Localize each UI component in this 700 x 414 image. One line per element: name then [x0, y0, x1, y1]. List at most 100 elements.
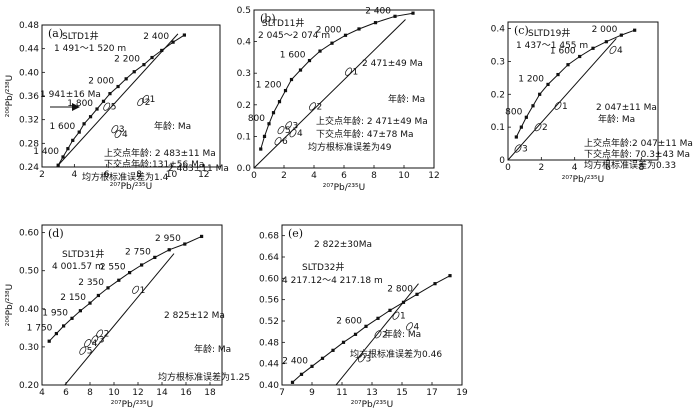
concordia-age-label: 2 400	[143, 32, 169, 42]
x-tick-label: 12	[198, 170, 209, 180]
y-axis-label: ²⁰⁶Pb/²³⁸U	[5, 284, 15, 326]
panel-tag: (e)	[288, 227, 303, 240]
concordia-age-label: 1 800	[67, 99, 93, 109]
x-tick-label: 2	[281, 171, 287, 181]
concordia-age-label: 2 750	[125, 247, 151, 257]
chart-panel-2: 0 2 4 6 8 10 120.00.10.20.30.40.5²⁰⁷Pb/²³⁵U(b)…	[237, 6, 440, 193]
panel-tag: (c)	[514, 24, 529, 37]
concordia-marker	[538, 92, 542, 96]
sample-label: 4	[414, 322, 420, 332]
x-tick-label: 15	[396, 388, 407, 398]
y-tick-label: 0.40	[19, 68, 39, 78]
concordia-marker	[267, 122, 271, 126]
sample-ellipse	[345, 67, 352, 76]
x-tick-label: 6	[63, 388, 69, 398]
concordia-marker	[307, 58, 312, 63]
concordia-marker	[259, 147, 263, 151]
concordia-age-label: 1 200	[518, 74, 544, 84]
concordia-marker	[77, 130, 81, 134]
chart-panel-1: 2 4 6 8 10 120.240.280.320.360.400.440.48²⁰⁷P…	[5, 21, 229, 192]
x-axis-label: ²⁰⁷Pb/²³⁵U	[351, 400, 393, 410]
y-tick-label: 0.32	[19, 116, 39, 126]
x-tick-label: 6	[605, 163, 611, 173]
concordia-marker	[448, 274, 452, 278]
concordia-marker	[47, 339, 51, 343]
upper-intercept-text: 上交点年龄: 2 483±11 Ma	[104, 147, 216, 159]
concordia-marker	[82, 122, 86, 126]
y-tick-label: 0.3	[491, 57, 505, 67]
concordia-marker	[108, 92, 112, 96]
sample-label: 2	[104, 330, 110, 340]
y-tick-label: 0.44	[259, 360, 279, 370]
mswd-text: 均方根标准误差为1.25	[158, 371, 250, 383]
y-axis-label: ²⁰⁶Pb/²³⁸U	[5, 75, 15, 117]
concordia-marker	[153, 255, 157, 259]
concordia-marker	[364, 324, 368, 328]
discordia-line	[335, 283, 419, 386]
sample-label: 2	[145, 98, 151, 108]
x-tick-label: 10	[398, 171, 410, 181]
concordia-marker	[388, 308, 392, 312]
concordia-curve	[260, 12, 414, 150]
concordia-age-label: 1 950	[42, 308, 68, 318]
concordia-marker	[116, 84, 120, 89]
x-tick-label: 18	[204, 388, 216, 398]
chart-panel-3: 0 2 4 6 8 0 0.1 0.2 0.3 0.4 ²⁰⁷Pb/²³⁵U (c) 800 1 200 1…	[491, 21, 693, 185]
concordia-curve	[292, 275, 451, 383]
concordia-marker	[117, 278, 121, 282]
sample-label: 3	[522, 145, 528, 155]
concordia-marker	[96, 293, 100, 298]
sample-ellipse	[358, 354, 365, 363]
concordia-age-label: 1 750	[27, 324, 53, 334]
sample-label: 1	[562, 102, 568, 112]
concordia-marker	[182, 33, 186, 37]
sample-ellipse	[289, 129, 297, 138]
x-tick-label: 10	[166, 170, 178, 180]
concordia-marker	[519, 125, 523, 129]
concordia-age-label: 1 600	[550, 47, 576, 57]
x-tick-label: 6	[341, 171, 347, 181]
concordia-marker	[318, 49, 322, 53]
x-tick-label: 4	[71, 170, 77, 180]
concordia-age-label: 2 600	[336, 316, 362, 326]
concordia-age-label: 1 600	[49, 122, 75, 132]
x-tick-label: 2	[538, 163, 544, 173]
lower-intercept-text: 下交点年龄: 70.3±43 Ma	[584, 148, 690, 160]
lower-intercept-text: 下交点年龄:131±56 Ma	[104, 158, 204, 170]
upper-age-callout: 2 825±12 Ma	[164, 311, 225, 321]
sample-label: 4	[122, 130, 128, 140]
concordia-age-label: 1 600	[280, 51, 306, 61]
y-tick-label: 0.40	[19, 305, 39, 315]
sample-ellipse	[103, 102, 111, 111]
x-tick-label: 16	[180, 388, 192, 398]
upper-age-callout: 2 471±49 Ma	[362, 59, 423, 69]
concordia-age-label: 2 400	[282, 356, 308, 366]
sample-ellipse	[309, 102, 316, 111]
concordia-marker	[331, 348, 335, 352]
age-unit-label: 年龄: Ma	[388, 93, 425, 105]
concordia-age-label: 2 000	[88, 77, 114, 87]
concordia-age-label: 2 350	[78, 278, 104, 288]
sample-ellipse	[79, 346, 87, 355]
y-tick-label: 0.60	[259, 274, 279, 284]
discordia-line	[56, 33, 179, 168]
x-tick-label: 10	[108, 388, 120, 398]
upper-intercept-text: 上交点年龄: 2 471±49 Ma	[316, 115, 428, 127]
concordia-age-label: 800	[248, 114, 265, 124]
concordia-marker	[140, 263, 144, 267]
upper-age-callout: 2 483±11 Ma	[168, 164, 229, 174]
concordia-marker	[357, 27, 361, 31]
well-name: SLTD32井	[302, 261, 344, 273]
concordia-age-label: 2 950	[155, 234, 181, 244]
concordia-marker	[95, 107, 99, 111]
age-unit-label: 年龄: Ma	[194, 343, 231, 355]
concordia-marker	[61, 155, 65, 159]
well-name: SLTD11井	[262, 17, 304, 29]
x-tick-label: 4	[39, 388, 45, 398]
concordia-marker	[277, 100, 282, 104]
concordia-marker	[200, 234, 204, 239]
x-tick-label: 7	[279, 388, 285, 398]
well-name: SLTD19井	[528, 27, 570, 39]
sample-label: 3	[99, 335, 105, 345]
